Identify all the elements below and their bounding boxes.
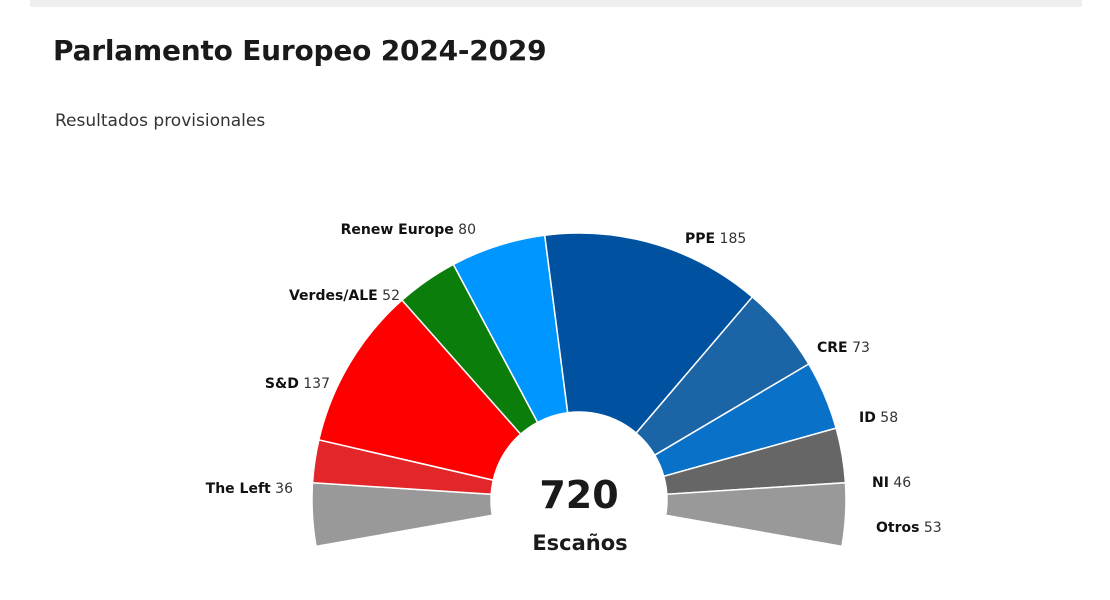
label-otros-seats: 53 bbox=[919, 520, 941, 536]
label-ppe: PPE 185 bbox=[685, 231, 746, 247]
label-renew-europe-seats: 80 bbox=[454, 222, 476, 238]
label-id: ID 58 bbox=[859, 410, 898, 426]
label-ppe-seats: 185 bbox=[715, 231, 746, 247]
label-verdes-ale-name: Verdes/ALE bbox=[289, 288, 378, 304]
label-cre-seats: 73 bbox=[848, 340, 870, 356]
label-the-left-name: The Left bbox=[206, 481, 271, 497]
label-sandd-name: S&D bbox=[265, 376, 299, 392]
label-cre-name: CRE bbox=[817, 340, 848, 356]
label-ni-name: NI bbox=[872, 475, 889, 491]
segment-otros-right bbox=[664, 481, 847, 548]
top-band bbox=[30, 0, 1082, 7]
label-renew-europe: Renew Europe 80 bbox=[341, 222, 476, 238]
label-sandd-seats: 137 bbox=[299, 376, 330, 392]
label-cre: CRE 73 bbox=[817, 340, 870, 356]
page-subtitle: Resultados provisionales bbox=[55, 111, 266, 131]
label-renew-europe-name: Renew Europe bbox=[341, 222, 454, 238]
label-ni-seats: 46 bbox=[889, 475, 911, 491]
label-sandd: S&D 137 bbox=[265, 376, 330, 392]
label-id-name: ID bbox=[859, 410, 876, 426]
chart-segments bbox=[311, 232, 847, 548]
total-seats-label: Escaños bbox=[532, 531, 627, 555]
label-the-left: The Left 36 bbox=[206, 481, 293, 497]
page-title: Parlamento Europeo 2024-2029 bbox=[53, 34, 547, 67]
label-otros-name: Otros bbox=[876, 520, 919, 536]
label-verdes-ale: Verdes/ALE 52 bbox=[289, 288, 400, 304]
label-the-left-seats: 36 bbox=[271, 481, 293, 497]
label-ppe-name: PPE bbox=[685, 231, 715, 247]
label-otros: Otros 53 bbox=[876, 520, 942, 536]
label-ni: NI 46 bbox=[872, 475, 911, 491]
label-id-seats: 58 bbox=[876, 410, 898, 426]
segment-sandd bbox=[317, 299, 522, 482]
total-seats-value: 720 bbox=[539, 473, 618, 517]
segment-ppe bbox=[543, 232, 754, 435]
chart-labels: The Left 36 S&D 137 Verdes/ALE 52 Renew Eur… bbox=[206, 222, 942, 536]
label-verdes-ale-seats: 52 bbox=[378, 288, 400, 304]
